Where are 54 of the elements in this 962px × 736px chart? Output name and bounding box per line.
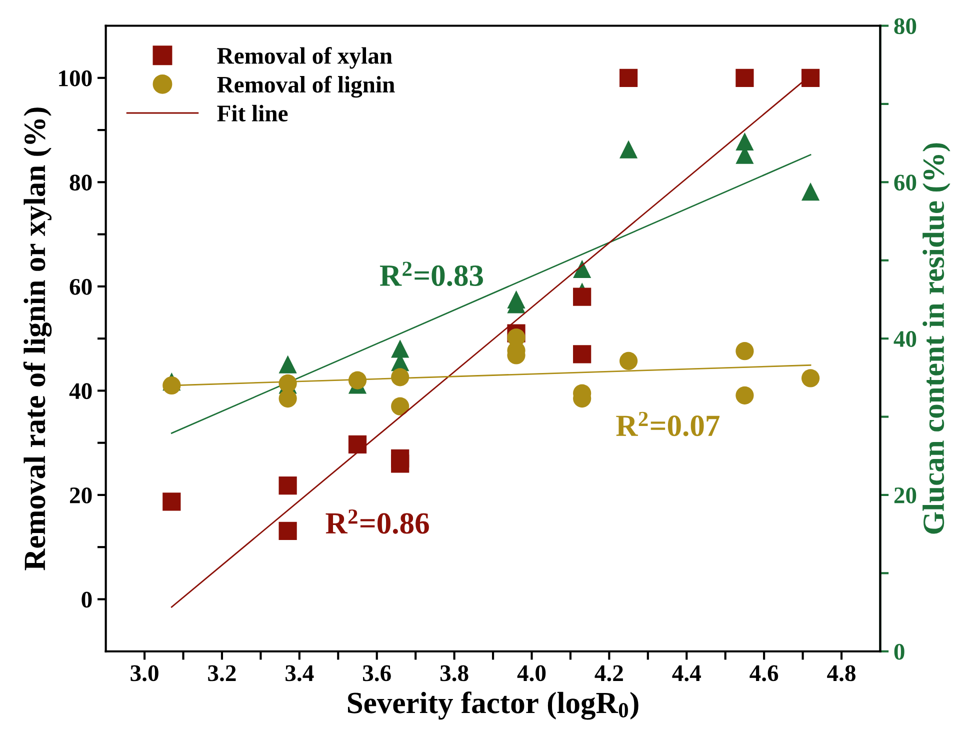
y2-tick-label: 80 [894, 18, 916, 34]
y-tick-label: 40 [69, 383, 92, 400]
x-tick-label: 3.2 [208, 665, 236, 682]
point [278, 476, 297, 495]
point [162, 492, 181, 511]
point [278, 522, 297, 540]
point [736, 386, 754, 404]
point [348, 435, 367, 454]
x-tick-label: 3.6 [362, 665, 391, 682]
point [736, 342, 754, 360]
x-tick-label: 4.2 [594, 665, 623, 682]
annotation: R$^{2}$=0.07 [616, 412, 720, 436]
point [391, 454, 410, 473]
point [619, 68, 638, 87]
x-tick-label: 3.0 [130, 665, 158, 682]
y-tick-label: 60 [70, 278, 92, 295]
x-tick-label: 4.8 [827, 665, 856, 682]
annotation: R$^{2}$=0.86 [326, 509, 429, 534]
y-tick-label: 80 [70, 174, 92, 191]
y2-tick-label: 60 [894, 174, 916, 191]
point [573, 260, 592, 278]
point [278, 389, 297, 408]
x-tick-label: 4.6 [750, 665, 778, 682]
legend-label: Fit line [217, 104, 288, 122]
point [619, 352, 638, 370]
x-tick-label: 3.8 [440, 665, 468, 682]
y-tick-label: 100 [59, 70, 92, 86]
point [573, 345, 592, 364]
y-axis-title: Removal rate of lignin or xylan (%) [23, 108, 52, 570]
point [278, 355, 297, 374]
x-tick-label: 3.4 [286, 665, 314, 682]
point [801, 369, 820, 388]
annotation: R$^{2}$=0.83 [380, 262, 483, 286]
y-tick-label: 20 [70, 487, 92, 504]
point [619, 140, 638, 158]
y2-tick-label: 20 [894, 487, 916, 504]
point [736, 132, 754, 151]
y2-tick-label: 40 [894, 331, 916, 347]
x-axis-title: Severity factor (logR$_{0}$) [348, 692, 638, 720]
point [391, 368, 410, 386]
point [162, 376, 181, 395]
point [801, 68, 820, 87]
point [391, 397, 410, 416]
legend-label: Removal of lignin [217, 76, 395, 98]
point [801, 182, 820, 201]
point [573, 288, 592, 306]
x-tick-label: 4.0 [517, 665, 546, 682]
x-tick-label: 4.4 [672, 665, 701, 682]
y2-tick-label: 0 [894, 644, 904, 660]
point [736, 68, 754, 87]
y2-axis-title: Glucan content in residue (%) [922, 143, 950, 534]
point [391, 340, 410, 358]
y-tick-label: 0 [82, 592, 92, 608]
legend-label: Removal of xylan [217, 47, 392, 69]
